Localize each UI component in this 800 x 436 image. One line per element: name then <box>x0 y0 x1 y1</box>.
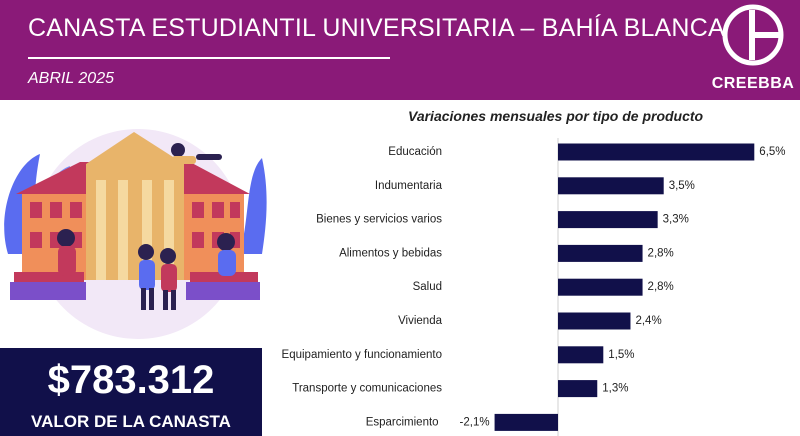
chart-title: Variaciones mensuales por tipo de produc… <box>408 108 704 124</box>
bar <box>558 380 598 398</box>
value-label: 3,3% <box>663 214 689 226</box>
category-label: Transporte y comunicaciones <box>292 383 442 395</box>
category-label: Bienes y servicios varios <box>316 214 442 226</box>
title-underline <box>28 57 390 59</box>
bar <box>558 143 755 161</box>
value-label: 2,4% <box>635 315 661 327</box>
value-label: 2,8% <box>648 281 674 293</box>
basket-value-label: VALOR DE LA CANASTA <box>31 412 231 431</box>
header-banner: CANASTA ESTUDIANTIL UNIVERSITARIA – BAHÍ… <box>0 0 800 100</box>
basket-value: $783.312 <box>47 358 215 402</box>
university-illustration <box>4 129 267 339</box>
category-label: Vivienda <box>398 315 443 327</box>
creebba-logo-icon <box>722 4 784 66</box>
value-label: -2,1% <box>460 416 490 428</box>
basket-value-box: $783.312 VALOR DE LA CANASTA <box>0 348 262 436</box>
value-label: 2,8% <box>648 247 674 259</box>
category-label: Indumentaria <box>375 180 443 192</box>
bar <box>494 413 558 431</box>
bar <box>558 211 658 229</box>
value-label: 1,5% <box>608 349 634 361</box>
bar <box>558 177 664 195</box>
value-label: 3,5% <box>669 180 695 192</box>
bar <box>558 244 643 262</box>
logo-text: CREEBBA <box>711 75 795 92</box>
page-subtitle: ABRIL 2025 <box>28 70 114 87</box>
category-label: Equipamiento y funcionamiento <box>282 349 442 361</box>
bar <box>558 278 643 296</box>
category-label: Alimentos y bebidas <box>339 247 442 259</box>
page-title: CANASTA ESTUDIANTIL UNIVERSITARIA – BAHÍ… <box>28 14 725 42</box>
bar-chart: Educación 6,5% Indumentaria 3,5% Bienes y se… <box>282 138 786 436</box>
category-label: Educación <box>388 146 442 158</box>
category-label: Salud <box>413 281 442 293</box>
category-label: Esparcimiento <box>366 416 439 428</box>
value-label: 6,5% <box>759 146 785 158</box>
bar <box>558 312 631 330</box>
bar <box>558 346 604 364</box>
value-label: 1,3% <box>602 383 628 395</box>
